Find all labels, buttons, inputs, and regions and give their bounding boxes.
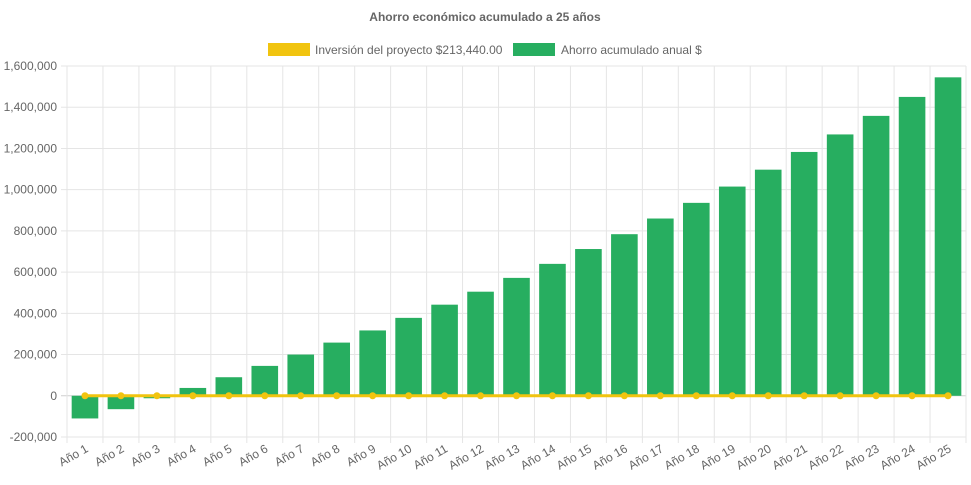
line-point-inversion[interactable] <box>117 392 125 400</box>
x-tick-label: Año 8 <box>308 441 342 469</box>
x-tick-label: Año 13 <box>482 441 522 472</box>
x-tick-label: Año 19 <box>698 441 738 472</box>
bar-ahorro[interactable] <box>323 342 351 396</box>
grid <box>61 65 967 443</box>
line-point-inversion[interactable] <box>405 392 413 400</box>
line-point-inversion[interactable] <box>189 392 197 400</box>
bar-ahorro[interactable] <box>395 317 422 396</box>
line-point-inversion[interactable] <box>81 392 89 400</box>
y-tick-label: 1,400,000 <box>4 100 58 114</box>
x-tick-label: Año 17 <box>626 441 666 472</box>
line-point-inversion[interactable] <box>692 392 700 400</box>
x-tick-label: Año 11 <box>411 441 450 472</box>
x-tick-label: Año 23 <box>842 441 882 472</box>
x-tick-label: Año 15 <box>554 441 594 472</box>
legend-swatch-investment[interactable] <box>268 43 310 56</box>
y-tick-label: 1,000,000 <box>4 183 58 197</box>
legend-label-savings[interactable]: Ahorro acumulado anual $ <box>561 43 702 57</box>
y-tick-label: -200,000 <box>10 430 58 444</box>
line-point-inversion[interactable] <box>548 392 556 400</box>
line-point-inversion[interactable] <box>800 392 808 400</box>
bar-ahorro[interactable] <box>826 134 854 396</box>
x-tick-label: Año 4 <box>164 441 198 469</box>
x-tick-label: Año 7 <box>272 441 306 469</box>
line-point-inversion[interactable] <box>153 392 161 400</box>
line-point-inversion[interactable] <box>225 392 233 400</box>
x-tick-label: Año 22 <box>806 441 846 472</box>
bar-ahorro[interactable] <box>575 249 602 396</box>
line-point-inversion[interactable] <box>441 392 449 400</box>
line-point-inversion[interactable] <box>944 392 952 400</box>
bar-ahorro[interactable] <box>251 365 279 396</box>
line-point-inversion[interactable] <box>261 392 269 400</box>
bar-ahorro[interactable] <box>215 377 243 396</box>
bar-ahorro[interactable] <box>107 395 135 410</box>
y-tick-label: 0 <box>50 389 57 403</box>
bar-ahorro[interactable] <box>539 263 566 396</box>
line-series <box>81 392 952 400</box>
bar-ahorro[interactable] <box>934 77 962 396</box>
x-tick-label: Año 2 <box>92 441 126 469</box>
bar-ahorro[interactable] <box>862 115 890 396</box>
line-point-inversion[interactable] <box>513 392 520 400</box>
x-tick-label: Año 24 <box>878 441 918 472</box>
y-tick-label: 800,000 <box>14 224 58 238</box>
line-point-inversion[interactable] <box>584 392 592 400</box>
bar-ahorro[interactable] <box>359 330 386 396</box>
line-point-inversion[interactable] <box>656 392 664 400</box>
line-point-inversion[interactable] <box>764 392 772 400</box>
x-tick-label: Año 3 <box>128 441 162 469</box>
chart-title: Ahorro económico acumulado a 25 años <box>369 10 601 24</box>
bar-ahorro[interactable] <box>503 277 530 396</box>
bar-ahorro[interactable] <box>682 202 710 396</box>
x-tick-label: Año 25 <box>914 441 954 472</box>
y-axis-ticks: -200,000 0 200,000 400,000 600,000 800,000 1,0… <box>4 59 58 444</box>
bar-ahorro[interactable] <box>467 291 494 396</box>
line-point-inversion[interactable] <box>872 392 880 400</box>
bar-ahorro[interactable] <box>431 304 458 396</box>
y-tick-label: 1,200,000 <box>4 141 58 155</box>
bar-ahorro[interactable] <box>611 234 638 396</box>
line-point-inversion[interactable] <box>477 392 485 400</box>
y-tick-label: 1,600,000 <box>4 59 58 73</box>
line-point-inversion[interactable] <box>297 392 305 400</box>
line-point-inversion[interactable] <box>908 392 916 400</box>
bar-ahorro[interactable] <box>790 151 818 396</box>
x-axis-ticks: Año 1 Año 2 Año 3 Año 4 Año 5 Año 6 Año 7 Año 8… <box>56 441 953 472</box>
bar-ahorro[interactable] <box>179 387 207 396</box>
bar-ahorro[interactable] <box>647 218 674 396</box>
x-tick-label: Año 14 <box>518 441 558 472</box>
legend-label-investment[interactable]: Inversión del proyecto $213,440.00 <box>315 43 503 57</box>
bar-series <box>71 77 962 419</box>
x-tick-label: Año 20 <box>734 441 774 472</box>
bar-ahorro[interactable] <box>71 395 99 419</box>
x-tick-label: Año 16 <box>590 441 630 472</box>
legend: Inversión del proyecto $213,440.00 Ahorr… <box>268 43 702 57</box>
line-point-inversion[interactable] <box>333 392 341 400</box>
y-tick-label: 400,000 <box>14 306 58 320</box>
line-point-inversion[interactable] <box>728 392 736 400</box>
line-point-inversion[interactable] <box>620 392 628 400</box>
bar-ahorro[interactable] <box>718 186 746 396</box>
x-tick-label: Año 6 <box>236 441 270 469</box>
y-tick-label: 200,000 <box>14 348 58 362</box>
x-tick-label: Año 12 <box>446 441 486 472</box>
line-point-inversion[interactable] <box>836 392 844 400</box>
bar-ahorro[interactable] <box>287 354 315 396</box>
bar-ahorro[interactable] <box>754 169 782 396</box>
x-tick-label: Año 10 <box>374 441 414 472</box>
x-tick-label: Año 21 <box>770 441 810 472</box>
legend-swatch-savings[interactable] <box>513 43 555 56</box>
x-tick-label: Año 5 <box>200 441 234 469</box>
x-tick-label: Año 1 <box>56 441 90 469</box>
x-tick-label: Año 9 <box>344 441 378 469</box>
line-point-inversion[interactable] <box>369 392 377 400</box>
bar-ahorro[interactable] <box>898 96 926 396</box>
x-tick-label: Año 18 <box>662 441 702 472</box>
y-tick-label: 600,000 <box>14 265 58 279</box>
